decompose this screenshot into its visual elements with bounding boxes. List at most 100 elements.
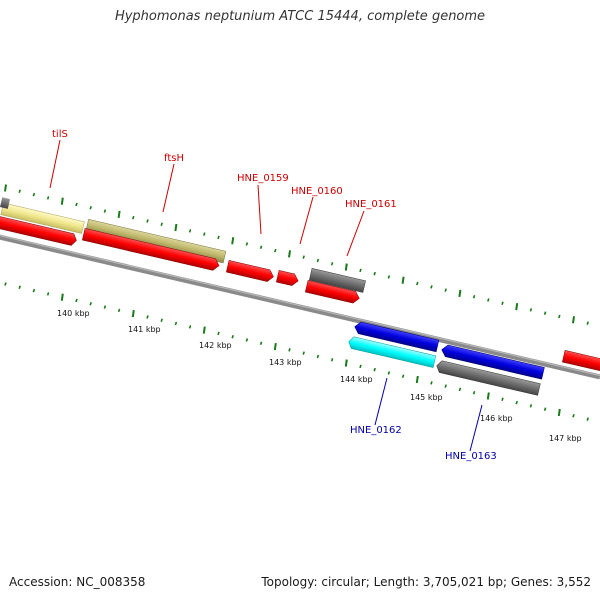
outer-ring-minor-tick [132,215,135,220]
inner-ring-major-tick [415,375,419,384]
gene-label-HNE-0161: HNE_0161 [345,199,397,210]
outer-ring-minor-tick [472,294,476,299]
gene-HNE-0163-gray[interactable] [435,360,541,396]
inner-ring-minor-tick [174,321,178,326]
inner-ring-minor-tick [316,354,320,359]
outer-ring-minor-tick [18,189,21,194]
inner-ring-minor-tick [245,338,249,342]
scale-label-140kbp: 140 kbp [57,309,90,318]
outer-ring-major-tick [60,197,64,205]
gene-tilS[interactable] [0,202,85,234]
gene-ftsH[interactable] [85,218,227,264]
outer-ring-minor-tick [160,222,163,226]
outer-ring-minor-tick [203,232,206,236]
inner-ring-minor-tick [444,384,447,388]
inner-ring-minor-tick [4,282,7,286]
outer-ring-major-tick [572,316,575,324]
gene-forward-red-long[interactable] [82,228,220,271]
outer-ring-minor-tick [586,321,589,325]
inner-ring-minor-tick [430,381,433,385]
inner-ring-minor-tick [117,308,121,313]
outer-ring-minor-tick [373,271,376,276]
scale-label-145kbp: 145 kbp [410,393,443,402]
inner-ring-minor-tick [543,407,547,411]
outer-ring-minor-tick [46,196,50,200]
outer-ring-minor-tick [103,209,107,213]
outer-ring-minor-tick [487,298,490,302]
inner-ring-minor-tick [373,367,376,372]
outer-ring-minor-tick [330,262,334,266]
outer-ring-minor-tick [274,248,277,253]
gene-gray-edge[interactable] [0,197,11,209]
outer-ring-minor-tick [259,245,263,250]
gene-HNE-0162-blue[interactable] [353,321,440,353]
scale-label-141kbp: 141 kbp [128,325,161,334]
gene-forward-red-right[interactable] [562,350,600,376]
outer-ring-major-tick [117,210,121,218]
outer-ring-minor-tick [529,308,533,312]
outer-ring-major-tick [4,184,7,192]
outer-ring-minor-tick [416,281,419,286]
outer-ring-minor-tick [558,314,561,319]
inner-ring-minor-tick [401,374,405,378]
inner-ring-minor-tick [387,371,391,375]
accession-text: Accession: NC_008358 [9,575,146,589]
scale-label-144kbp: 144 kbp [340,375,373,384]
scale-label-142kbp: 142 kbp [199,341,232,350]
inner-ring-minor-tick [458,387,462,392]
gene-label-HNE-0162: HNE_0162 [350,425,402,436]
outer-ring-minor-tick [89,206,92,210]
inner-ring-major-tick [202,326,206,334]
inner-ring-minor-tick [18,285,21,290]
outer-ring-major-tick [174,223,178,232]
outer-ring-minor-tick [387,275,391,279]
outer-ring-minor-tick [75,202,78,207]
outer-ring-minor-tick [302,255,305,259]
gene-label-tilS: tilS [52,129,68,140]
inner-ring-major-tick [273,342,277,351]
outer-ring-major-tick [288,250,291,258]
inner-ring-minor-tick [529,404,533,408]
inner-ring-minor-tick [259,341,263,346]
inner-ring-minor-tick [103,305,107,309]
inner-ring-major-tick [486,392,490,400]
outer-ring-minor-tick [32,192,36,197]
gene-HNE-0159[interactable] [309,268,366,293]
inner-ring-minor-tick [89,302,92,306]
outer-ring-minor-tick [245,242,249,246]
gene-HNE-0163-blue[interactable] [440,344,545,380]
outer-ring-major-tick [458,289,462,298]
inner-ring-major-tick [557,408,561,417]
genome-backbone [0,234,600,380]
inner-tick-ring [4,282,589,421]
gene-HNE-0162-cyan[interactable] [347,336,437,368]
gene-label-HNE-0160: HNE_0160 [291,186,343,197]
gene-label-HNE-0159: HNE_0159 [237,173,289,184]
gene-label-ftsH: ftsH [164,153,184,164]
scale-label-143kbp: 143 kbp [269,358,302,367]
map-title: Hyphomonas neptunium ATCC 15444, complet… [114,9,486,24]
outer-tick-ring [4,184,589,325]
inner-ring-minor-tick [188,325,192,329]
inner-ring-minor-tick [288,348,291,352]
gene-forward-left[interactable] [0,215,78,246]
gene-forward-red-short2[interactable] [276,270,299,286]
inner-ring-minor-tick [586,417,589,421]
inner-ring-minor-tick [359,364,362,369]
outer-ring-minor-tick [146,219,149,223]
outer-ring-minor-tick [188,229,192,233]
gene-forward-red-short3[interactable] [305,280,360,304]
outer-ring-minor-tick [430,285,433,289]
gene-callout-lines [49,139,483,452]
inner-ring-minor-tick [75,298,78,303]
outer-ring-major-tick [231,237,235,245]
inner-ring-major-tick [60,293,64,301]
outer-ring-major-tick [344,263,348,271]
inner-ring-minor-tick [146,315,149,319]
inner-ring-minor-tick [217,331,220,336]
outer-ring-minor-tick [316,258,320,263]
inner-ring-minor-tick [330,358,334,362]
gene-forward-red-short1[interactable] [226,260,274,282]
inner-ring-major-tick [344,359,348,367]
inner-ring-minor-tick [160,318,163,322]
